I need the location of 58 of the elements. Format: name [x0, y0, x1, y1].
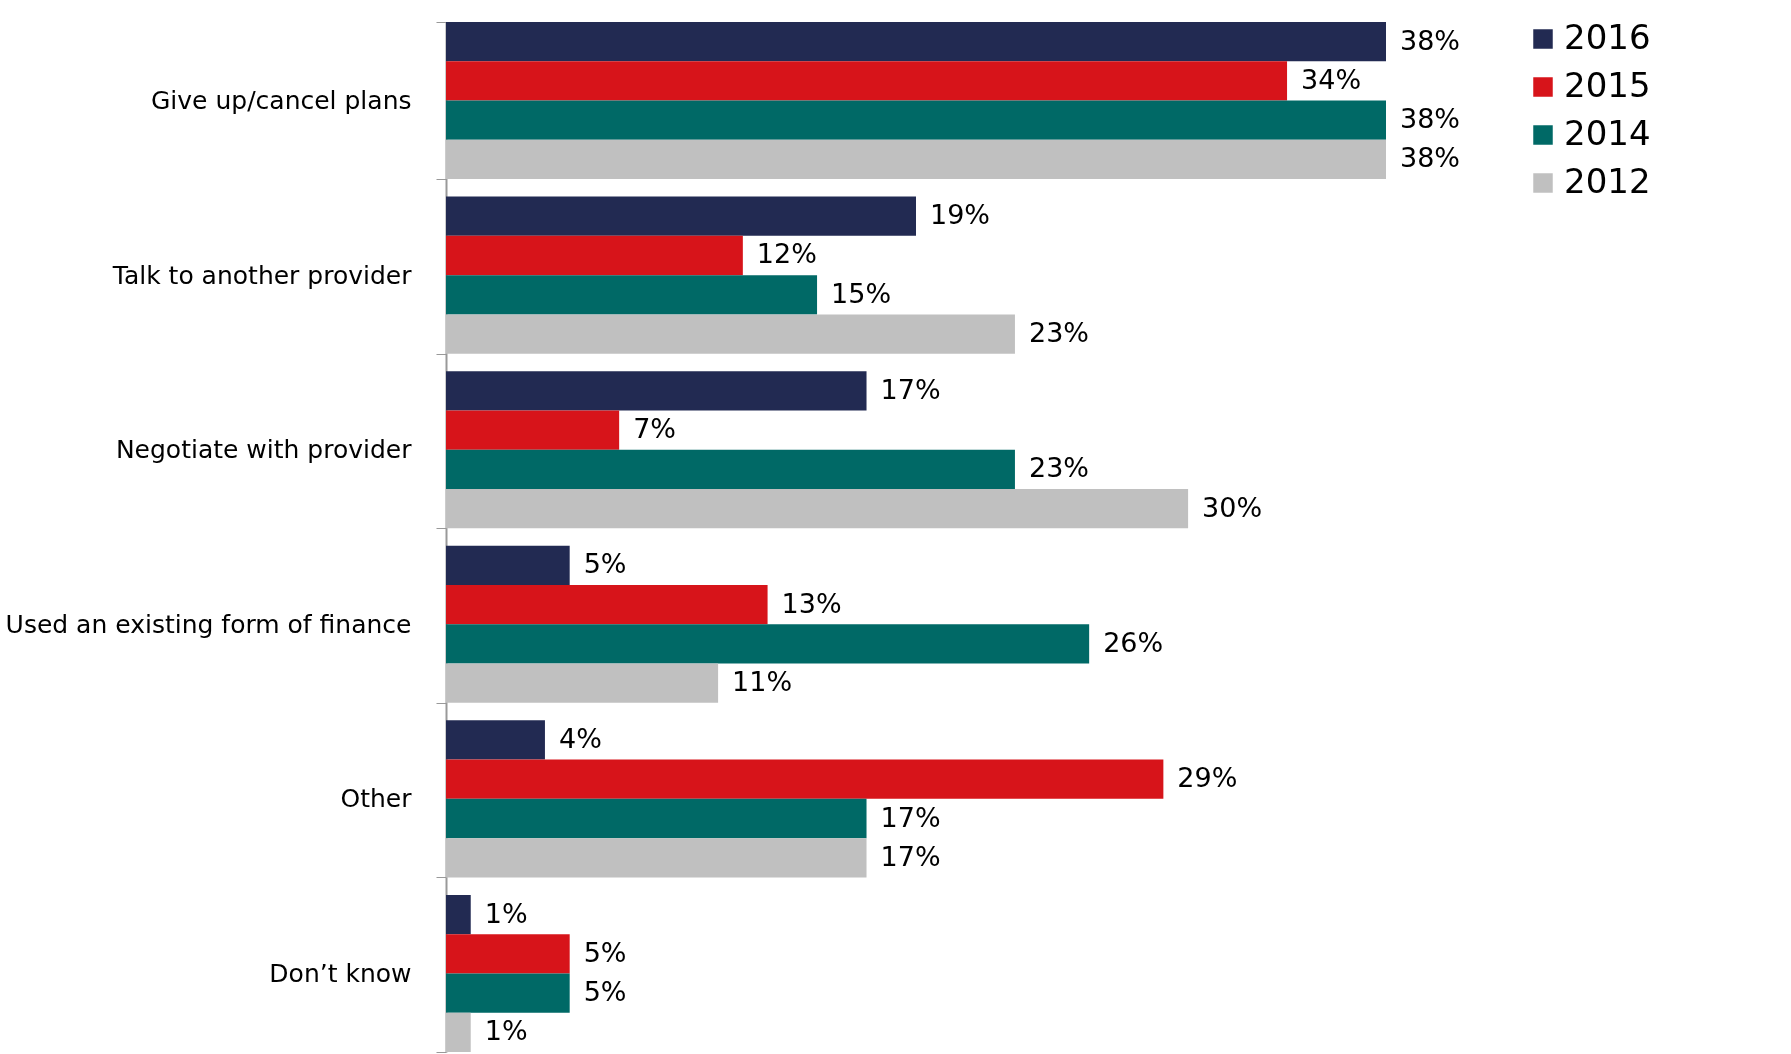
- bar: [446, 838, 867, 878]
- data-label: 17%: [880, 801, 941, 833]
- bar: [446, 545, 570, 586]
- bar: [446, 798, 867, 839]
- bar: [446, 22, 1386, 62]
- y-tick-label: Negotiate with provider: [115, 435, 413, 465]
- legend-label: 2012: [1564, 161, 1651, 201]
- y-tick-label: Talk to another provider: [111, 260, 413, 290]
- bar: [446, 934, 570, 974]
- bar: [446, 235, 743, 276]
- y-tick-label: Other: [340, 784, 413, 814]
- data-label: 38%: [1400, 142, 1461, 174]
- bar: [446, 410, 620, 450]
- bar: [446, 624, 1090, 664]
- bar: [446, 61, 1288, 101]
- y-tick-label: Don’t know: [269, 958, 412, 988]
- legend-label: 2015: [1564, 65, 1651, 105]
- bar: [446, 585, 768, 625]
- bar: [446, 196, 916, 236]
- data-label: 17%: [880, 840, 941, 872]
- bar: [446, 759, 1164, 799]
- data-label: 1%: [484, 1015, 528, 1047]
- legend-label: 2014: [1564, 113, 1651, 153]
- y-tick-label: Used an existing form of finance: [5, 609, 412, 639]
- bar: [446, 449, 1015, 489]
- data-label: 15%: [831, 277, 892, 309]
- data-label: 1%: [484, 897, 528, 929]
- bar: [446, 1012, 471, 1052]
- bar: [446, 488, 1189, 529]
- data-label: 23%: [1028, 317, 1089, 349]
- data-label: 38%: [1400, 24, 1461, 56]
- data-label: 19%: [930, 199, 991, 231]
- bar: [446, 973, 570, 1013]
- bar: [446, 720, 545, 760]
- data-label: 4%: [558, 722, 602, 754]
- bar: [446, 371, 867, 411]
- bar: [446, 100, 1386, 140]
- legend-label: 2016: [1564, 17, 1651, 57]
- bar: [446, 139, 1386, 180]
- bar: [446, 314, 1015, 354]
- data-label: 5%: [583, 936, 627, 968]
- data-label: 12%: [756, 238, 817, 270]
- data-label: 38%: [1400, 103, 1461, 135]
- data-label: 13%: [781, 587, 842, 619]
- y-tick-label: Give up/cancel plans: [150, 86, 412, 116]
- bar: [446, 894, 471, 935]
- data-label: 17%: [880, 373, 941, 405]
- data-label: 29%: [1177, 762, 1238, 794]
- data-label: 30%: [1202, 491, 1263, 523]
- data-label: 34%: [1301, 63, 1362, 95]
- data-label: 7%: [633, 413, 676, 445]
- data-label: 11%: [732, 666, 793, 698]
- bar: [446, 663, 719, 703]
- data-label: 5%: [583, 976, 627, 1008]
- data-label: 26%: [1103, 626, 1164, 658]
- data-label: 5%: [583, 548, 627, 580]
- data-label: 23%: [1028, 452, 1089, 484]
- bar: [446, 275, 818, 315]
